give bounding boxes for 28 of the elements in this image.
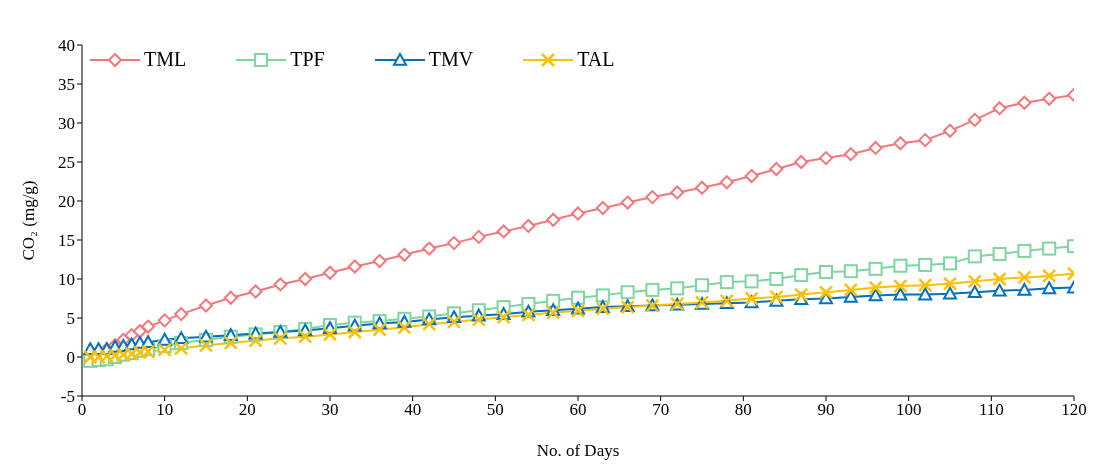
legend-label: TML	[144, 48, 187, 71]
x-tick-label: 40	[404, 400, 422, 420]
x-tick-label: 20	[238, 400, 256, 420]
x-tick-label: 100	[895, 400, 922, 420]
x-tick-label: 80	[734, 400, 752, 420]
y-tick-label: 15	[58, 231, 75, 251]
x-tick-label: 10	[156, 400, 174, 420]
legend-label: TPF	[290, 48, 325, 71]
y-tick-label: 35	[58, 75, 75, 95]
x-axis-title: No. of Days	[536, 441, 620, 460]
y-tick-label: 40	[58, 36, 75, 56]
y-tick-label: 25	[58, 153, 75, 173]
y-axis-title: CO₂ (mg/g)	[19, 180, 38, 261]
y-tick-label: 5	[66, 309, 75, 329]
y-tick-label: -5	[60, 387, 75, 407]
y-tick-label: 20	[58, 192, 75, 212]
y-tick-label: 30	[58, 114, 75, 134]
x-tick-label: 90	[817, 400, 835, 420]
x-tick-label: 30	[321, 400, 339, 420]
legend-label: TMV	[428, 48, 474, 71]
x-tick-label: 110	[978, 400, 1004, 420]
y-tick-label: 10	[58, 270, 75, 290]
x-tick-label: 60	[569, 400, 587, 420]
x-tick-label: 50	[486, 400, 504, 420]
x-tick-label: 70	[652, 400, 670, 420]
x-tick-label: 120	[1061, 400, 1087, 420]
y-tick-label: 0	[66, 348, 75, 368]
legend-label: TAL	[577, 48, 615, 71]
